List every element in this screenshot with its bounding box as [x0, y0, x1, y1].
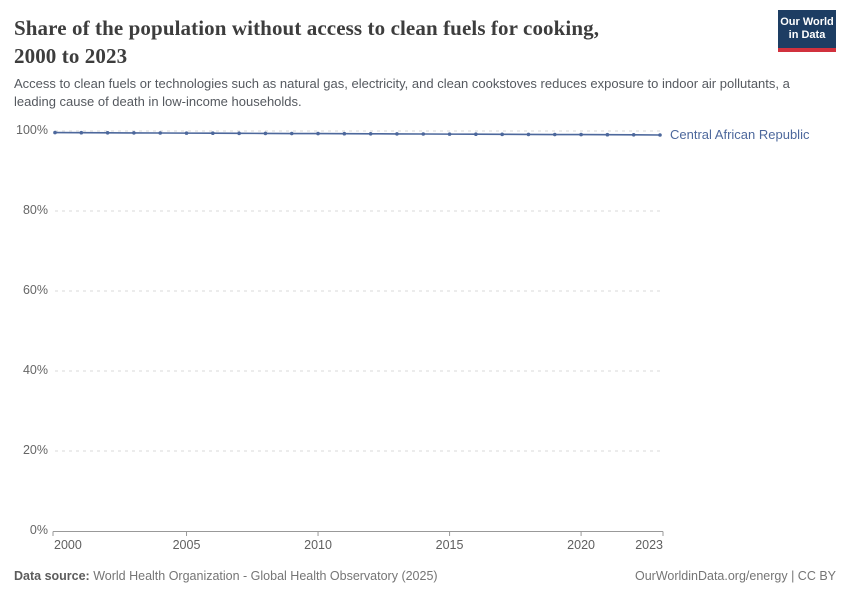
owid-logo[interactable]: Our World in Data [778, 10, 836, 52]
data-point-2001[interactable] [79, 130, 84, 135]
y-axis-label-100: 100% [16, 123, 48, 137]
chart-title-line1: Share of the population without access t… [14, 16, 600, 40]
data-source-line[interactable]: Data source: World Health Organization -… [14, 569, 438, 583]
data-point-2007[interactable] [237, 131, 241, 136]
x-axis-label-2023: 2023 [635, 538, 663, 552]
data-point-2013[interactable] [395, 132, 399, 136]
data-point-2014[interactable] [421, 132, 426, 136]
chart-title: Share of the population without access t… [14, 14, 704, 70]
data-point-2008[interactable] [263, 131, 268, 136]
data-source-label: Data source: [14, 569, 90, 583]
x-axis-label-2015: 2015 [435, 538, 464, 552]
data-point-2018[interactable] [526, 132, 531, 137]
chart-footer: Data source: World Health Organization -… [14, 569, 836, 583]
data-point-2006[interactable] [211, 131, 215, 135]
data-point-2022[interactable] [631, 133, 636, 137]
data-point-2020[interactable] [579, 132, 583, 137]
series-label-central-african-republic[interactable]: Central African Republic [670, 127, 810, 142]
data-point-2023[interactable] [658, 133, 662, 137]
x-axis-label-2005: 2005 [172, 538, 201, 552]
x-axis-label-2020: 2020 [567, 538, 595, 552]
data-point-2003[interactable] [132, 131, 136, 135]
data-point-2015[interactable] [447, 132, 452, 136]
chart-title-line2: 2000 to 2023 [14, 44, 128, 68]
data-point-2010[interactable] [316, 131, 320, 136]
data-point-2002[interactable] [105, 131, 110, 135]
x-axis-label-2000: 2000 [54, 538, 82, 552]
y-axis-label-0: 0% [29, 523, 48, 537]
data-point-2019[interactable] [552, 132, 557, 137]
data-point-2005[interactable] [184, 131, 189, 135]
x-axis-label-2010: 2010 [304, 538, 332, 552]
owid-logo-line2: in Data [788, 29, 826, 41]
data-point-2021[interactable] [605, 132, 610, 137]
data-point-2016[interactable] [474, 132, 478, 136]
y-axis-label-80: 80% [22, 203, 48, 217]
owid-logo-accent-bar [778, 48, 836, 52]
y-axis-label-40: 40% [22, 363, 48, 377]
data-point-2011[interactable] [342, 131, 347, 136]
data-source-value: World Health Organization - Global Healt… [89, 569, 438, 583]
data-point-2004[interactable] [158, 131, 163, 135]
owid-logo-line1: Our World [780, 16, 834, 28]
data-point-2017[interactable] [500, 132, 504, 137]
y-axis-label-20: 20% [22, 443, 48, 457]
chart-subtitle: Access to clean fuels or technologies su… [14, 76, 790, 109]
data-point-2012[interactable] [368, 132, 373, 136]
owid-logo-box: Our World in Data [778, 10, 836, 48]
series-line-central-african-republic[interactable] [54, 131, 661, 136]
data-point-2000[interactable] [53, 130, 57, 135]
data-point-2009[interactable] [289, 131, 294, 136]
credit-link[interactable]: OurWorldinData.org/energy | CC BY [634, 569, 836, 583]
y-axis-label-60: 60% [22, 283, 48, 297]
